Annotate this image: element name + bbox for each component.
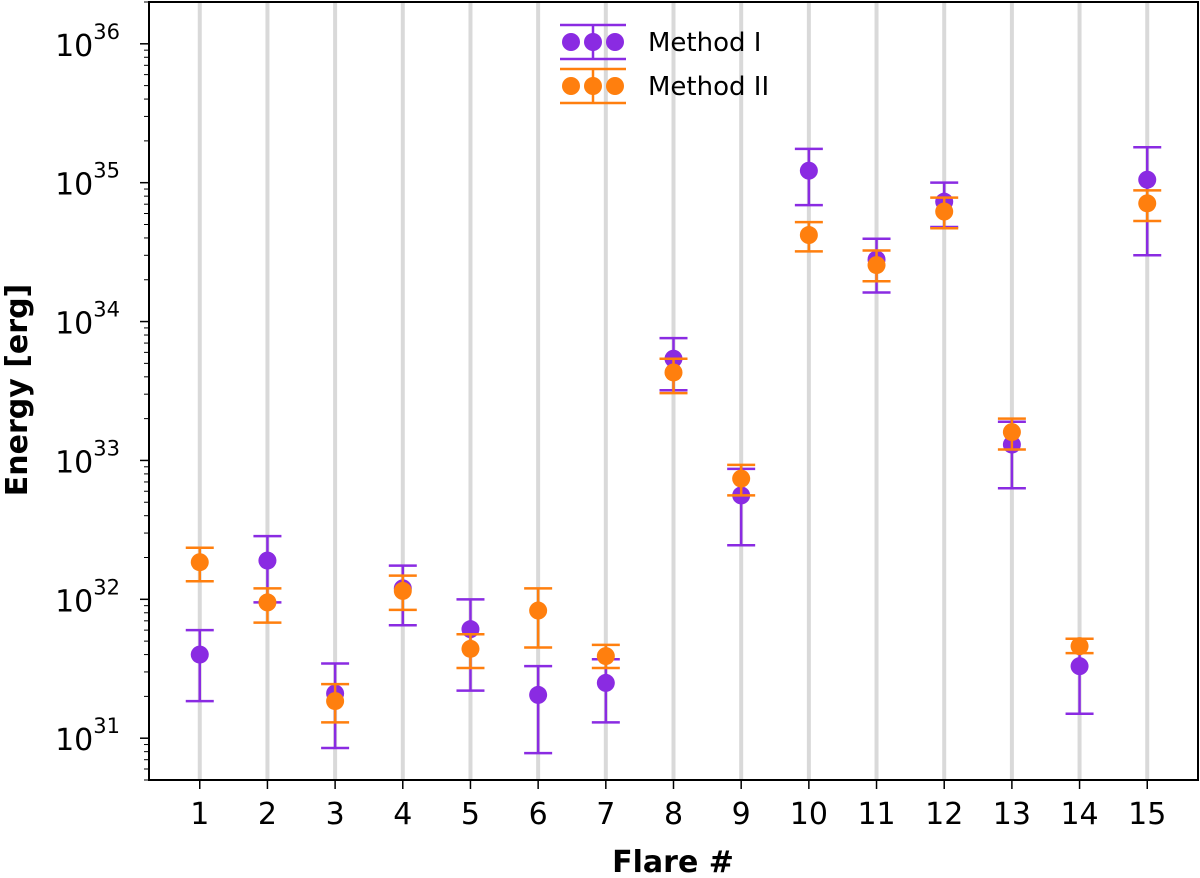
x-tick-label: 4 [393, 797, 412, 832]
x-tick-label: 10 [790, 797, 828, 832]
x-tick-label: 2 [258, 797, 277, 832]
y-tick-label: 1036 [55, 20, 120, 64]
x-tick-label: 8 [664, 797, 683, 832]
data-layer [185, 145, 1162, 755]
data-point [1002, 423, 1021, 442]
series-2 [185, 189, 1162, 724]
data-point [529, 685, 548, 704]
x-tick-label: 9 [732, 797, 751, 832]
x-tick-label: 6 [529, 797, 548, 832]
y-tick-label: 1032 [55, 575, 120, 619]
x-tick-label: 12 [925, 797, 963, 832]
y-tick-label: 1034 [55, 298, 120, 342]
data-point [596, 647, 615, 666]
legend-item: Method I [560, 23, 761, 61]
y-tick-label: 1035 [55, 159, 120, 203]
data-point [596, 673, 615, 692]
legend-label: Method I [648, 28, 761, 58]
x-tick-label: 3 [326, 797, 345, 832]
data-point [190, 645, 209, 664]
legend-marker [584, 77, 602, 95]
y-tick-label-base: 10 [55, 307, 93, 342]
data-point [190, 553, 209, 572]
data-point [1138, 194, 1157, 213]
y-tick-label: 1033 [55, 436, 120, 480]
x-tick-label: 13 [993, 797, 1031, 832]
y-tick-label-exponent: 36 [93, 20, 120, 44]
y-tick-label-exponent: 33 [93, 436, 120, 460]
y-tick-label-exponent: 32 [93, 575, 120, 599]
legend-item: Method II [560, 67, 769, 105]
x-tick-label: 5 [461, 797, 480, 832]
y-tick-label-base: 10 [55, 445, 93, 480]
data-point [393, 581, 412, 600]
y-tick-label-exponent: 31 [93, 714, 120, 738]
legend-marker [562, 77, 580, 95]
x-tick-label: 14 [1060, 797, 1098, 832]
legend-label: Method II [648, 72, 769, 102]
y-tick-label-base: 10 [55, 723, 93, 758]
data-point [799, 161, 818, 180]
data-point [867, 256, 886, 275]
x-tick-label: 1 [190, 797, 209, 832]
x-tick-label: 15 [1128, 797, 1166, 832]
y-tick-label-base: 10 [55, 29, 93, 64]
y-tick-label-exponent: 35 [93, 159, 120, 183]
y-tick-label-base: 10 [55, 584, 93, 619]
data-point [1070, 657, 1089, 676]
legend-marker [562, 33, 580, 51]
data-point [461, 639, 480, 658]
data-point [1070, 637, 1089, 656]
data-point [258, 551, 277, 570]
y-tick-label: 1031 [55, 714, 120, 758]
y-tick-label-exponent: 34 [93, 298, 120, 322]
x-tick-label: 7 [596, 797, 615, 832]
x-axis-title: Flare # [612, 845, 734, 878]
data-point [258, 593, 277, 612]
data-point [935, 202, 954, 221]
x-tick-label: 11 [857, 797, 895, 832]
y-axis-title: Energy [erg] [0, 284, 35, 497]
data-point [664, 363, 683, 382]
legend-marker [606, 33, 624, 51]
legend-marker [584, 33, 602, 51]
legend-marker [606, 77, 624, 95]
y-tick-label-base: 10 [55, 168, 93, 203]
data-point [529, 601, 548, 620]
data-point [326, 692, 345, 711]
legend: Method I Method II [560, 23, 769, 105]
data-point [1138, 170, 1157, 189]
data-point [799, 226, 818, 245]
data-point [732, 469, 751, 488]
x-axis: 1 2 3 4 5 6 7 8 9 10 11 12 13 14 15 [190, 780, 1166, 832]
